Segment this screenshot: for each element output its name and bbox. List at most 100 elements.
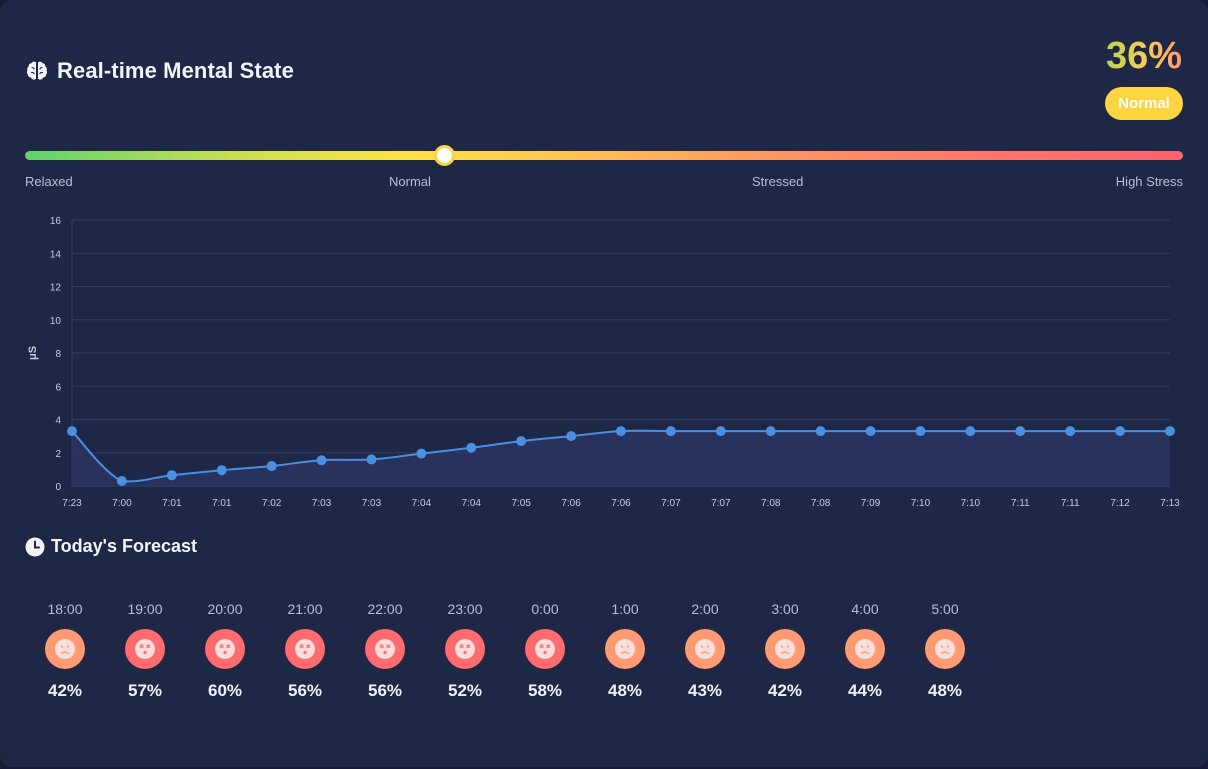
x-tick-label: 7:01 — [162, 498, 182, 509]
data-point — [715, 426, 726, 437]
x-tick-label: 7:04 — [412, 498, 432, 509]
data-point — [815, 426, 826, 437]
data-point — [316, 455, 327, 466]
forecast-time: 19:00 — [127, 601, 163, 617]
data-point — [765, 426, 776, 437]
dizzy-face-icon — [525, 629, 565, 669]
data-point — [965, 426, 976, 437]
x-tick-label: 7:00 — [112, 498, 132, 509]
x-tick-label: 7:10 — [911, 498, 931, 509]
dizzy-face-icon — [285, 629, 325, 669]
forecast-item: 18:00 42% — [25, 600, 105, 701]
x-tick-label: 7:02 — [262, 498, 282, 509]
forecast-list: 18:00 42% 19:00 57% 20:00 60% 21:00 56% 22:00 56%… — [25, 600, 985, 701]
x-tick-label: 7:23 — [62, 498, 82, 509]
sad-face-icon — [925, 629, 965, 669]
y-tick-label: 0 — [55, 482, 61, 493]
forecast-percentage: 52% — [447, 681, 483, 700]
eda-line-chart: 0 2 4 6 8 10 12 14 16 μS 7:23 7:00 7:01 7:01 7:02 7:03 7… — [27, 216, 1180, 509]
eda-chart: 0 2 4 6 8 10 12 14 16 μS 7:23 7:00 7:01 7:01 7:02 7:03 7… — [0, 205, 1208, 525]
data-point — [1165, 426, 1175, 437]
data-point — [266, 461, 277, 472]
forecast-time: 21:00 — [287, 601, 323, 617]
gauge-label-high-stress: High Stress — [1115, 174, 1183, 189]
clock-icon — [25, 537, 45, 556]
x-tick-label: 7:08 — [811, 498, 831, 509]
y-tick-label: 14 — [50, 249, 62, 260]
forecast-percentage: 48% — [607, 681, 643, 700]
stress-score: 36% — [1106, 34, 1182, 78]
stress-gauge-bar — [25, 151, 1183, 160]
forecast-header: Today's Forecast — [25, 536, 197, 557]
stress-percentage: 36% — [1105, 35, 1182, 77]
data-point — [516, 436, 527, 447]
forecast-time: 4:00 — [851, 601, 879, 617]
forecast-percentage: 58% — [527, 681, 563, 700]
forecast-item: 2:00 43% — [665, 600, 745, 701]
y-tick-label: 6 — [55, 382, 61, 393]
forecast-percentage: 56% — [367, 681, 403, 700]
forecast-time: 20:00 — [207, 601, 243, 617]
forecast-item: 20:00 60% — [185, 600, 265, 701]
data-point — [416, 448, 427, 459]
x-tick-label: 7:07 — [711, 498, 731, 509]
card-header: Real-time Mental State — [25, 58, 294, 84]
x-tick-label: 7:04 — [462, 498, 482, 509]
data-point — [1065, 426, 1076, 437]
gauge-label-normal: Normal — [389, 174, 431, 189]
x-tick-label: 7:11 — [1061, 498, 1080, 509]
forecast-item: 22:00 56% — [345, 600, 425, 701]
forecast-item: 3:00 42% — [745, 600, 825, 701]
page-title: Real-time Mental State — [57, 58, 294, 83]
data-point — [616, 426, 626, 437]
dizzy-face-icon — [125, 629, 165, 669]
forecast-item: 21:00 56% — [265, 600, 345, 701]
status-badge: Normal — [1105, 87, 1183, 120]
x-tick-label: 7:08 — [761, 498, 781, 509]
forecast-time: 5:00 — [931, 601, 959, 617]
sad-face-icon — [765, 629, 805, 669]
data-point — [566, 431, 577, 442]
forecast-time: 0:00 — [531, 601, 559, 617]
gauge-label-relaxed: Relaxed — [25, 174, 73, 189]
dizzy-face-icon — [445, 629, 485, 669]
sad-face-icon — [685, 629, 725, 669]
forecast-item: 23:00 52% — [425, 600, 505, 701]
data-point — [166, 470, 177, 481]
x-tick-label: 7:09 — [861, 498, 881, 509]
forecast-time: 23:00 — [447, 601, 483, 617]
x-tick-label: 7:06 — [561, 498, 581, 509]
forecast-item: 5:00 48% — [905, 600, 985, 701]
area-fill — [72, 430, 1170, 486]
sad-face-icon — [845, 629, 885, 669]
stress-gauge-indicator — [434, 145, 455, 166]
forecast-percentage: 57% — [127, 681, 163, 700]
forecast-time: 3:00 — [771, 601, 799, 617]
x-tick-label: 7:07 — [661, 498, 681, 509]
brain-icon — [26, 61, 48, 80]
dizzy-face-icon — [365, 629, 405, 669]
y-tick-label: 2 — [55, 449, 61, 460]
y-tick-label: 4 — [55, 416, 61, 427]
x-tick-label: 7:03 — [312, 498, 332, 509]
forecast-item: 19:00 57% — [105, 600, 185, 701]
data-point — [865, 426, 876, 437]
data-point — [1015, 426, 1026, 437]
forecast-percentage: 42% — [47, 681, 83, 700]
data-point — [366, 454, 377, 465]
y-tick-label: 10 — [50, 316, 62, 327]
forecast-title: Today's Forecast — [51, 536, 197, 556]
x-tick-label: 7:13 — [1160, 498, 1180, 509]
x-tick-label: 7:10 — [961, 498, 981, 509]
data-point — [915, 426, 926, 437]
data-point — [466, 442, 477, 453]
x-tick-label: 7:06 — [611, 498, 631, 509]
forecast-percentage: 60% — [207, 681, 243, 700]
data-point — [116, 476, 127, 487]
gauge-label-stressed: Stressed — [752, 174, 804, 189]
forecast-item: 4:00 44% — [825, 600, 905, 701]
forecast-item: 1:00 48% — [585, 600, 665, 701]
sad-face-icon — [45, 629, 85, 669]
x-tick-label: 7:11 — [1011, 498, 1030, 509]
